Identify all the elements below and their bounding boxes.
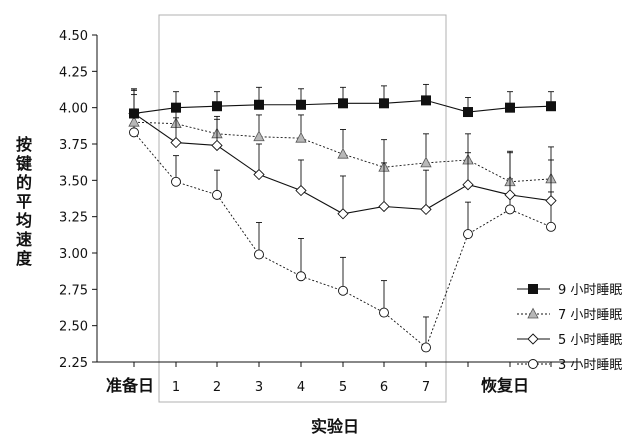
x-axis-title: 实验日 xyxy=(311,417,359,436)
data-point-3h xyxy=(505,204,515,215)
data-point-5h xyxy=(170,136,182,149)
x-tick-label: 7 xyxy=(422,380,430,395)
data-point-3h xyxy=(212,189,222,200)
data-point-5h xyxy=(295,184,307,197)
data-point-7h xyxy=(128,115,140,127)
data-point-9h xyxy=(546,101,556,112)
y-tick-label: 2.25 xyxy=(59,356,88,371)
data-point-9h xyxy=(379,98,389,109)
data-point-5h xyxy=(462,179,474,191)
y-tick-label: 2.50 xyxy=(59,320,88,335)
data-point-7h xyxy=(420,156,432,168)
x-group-label-recovery: 恢复日 xyxy=(481,376,529,395)
data-point-3h xyxy=(171,176,181,187)
series-line-5h xyxy=(133,113,552,215)
y-tick-label: 4.00 xyxy=(59,102,88,117)
data-point-3h xyxy=(296,271,306,282)
legend-marker-9h xyxy=(528,284,538,294)
data-point-5h xyxy=(545,195,557,207)
legend-marker-5h xyxy=(527,333,539,345)
data-point-5h xyxy=(420,203,432,216)
data-point-5h xyxy=(378,200,390,213)
x-tick-label: 1 xyxy=(172,380,180,395)
data-point-5h xyxy=(337,208,349,220)
x-group-label-prep: 准备日 xyxy=(106,376,154,395)
x-tick-label: 4 xyxy=(297,380,305,395)
legend-marker-3h xyxy=(528,359,538,369)
y-tick-label: 4.50 xyxy=(59,29,88,44)
series-line-3h xyxy=(133,132,552,349)
legend-label-9h: 9 小时睡眠 xyxy=(558,283,622,298)
data-point-9h xyxy=(338,98,348,109)
legend-label-3h: 3 小时睡眠 xyxy=(558,358,622,373)
data-point-9h xyxy=(505,102,515,113)
y-axis-title: 按键的平均速度 xyxy=(15,135,33,268)
data-point-9h xyxy=(421,95,431,106)
data-point-3h xyxy=(379,307,389,318)
x-tick-label: 5 xyxy=(339,380,347,395)
data-point-7h xyxy=(253,130,265,142)
data-point-9h xyxy=(463,107,473,118)
y-tick-label: 3.75 xyxy=(59,138,88,153)
data-point-7h xyxy=(295,131,307,143)
legend-label-7h: 7 小时睡眠 xyxy=(558,308,622,323)
x-tick-label: 6 xyxy=(380,380,388,395)
y-tick-label: 2.75 xyxy=(59,283,88,298)
x-tick-label: 2 xyxy=(213,380,221,395)
data-point-9h xyxy=(254,99,264,110)
data-point-3h xyxy=(463,229,473,240)
data-point-3h xyxy=(546,221,556,232)
data-point-3h xyxy=(338,285,348,296)
y-tick-label: 3.50 xyxy=(59,174,88,189)
x-tick-label: 3 xyxy=(255,380,263,395)
data-point-9h xyxy=(171,102,181,113)
legend-marker-7h xyxy=(527,307,539,319)
data-point-9h xyxy=(296,99,306,110)
data-point-3h xyxy=(129,127,139,138)
legend-label-5h: 5 小时睡眠 xyxy=(558,333,622,348)
data-point-5h xyxy=(211,139,223,152)
data-point-9h xyxy=(129,108,139,119)
data-point-5h xyxy=(504,189,516,201)
data-point-3h xyxy=(421,342,431,353)
data-point-3h xyxy=(254,249,264,260)
y-tick-label: 3.00 xyxy=(59,247,88,262)
y-tick-label: 3.25 xyxy=(59,211,88,226)
data-point-5h xyxy=(253,168,265,181)
data-point-9h xyxy=(212,101,222,112)
y-tick-label: 4.25 xyxy=(59,65,88,80)
data-point-7h xyxy=(337,147,349,159)
experiment-period-box xyxy=(158,14,447,403)
